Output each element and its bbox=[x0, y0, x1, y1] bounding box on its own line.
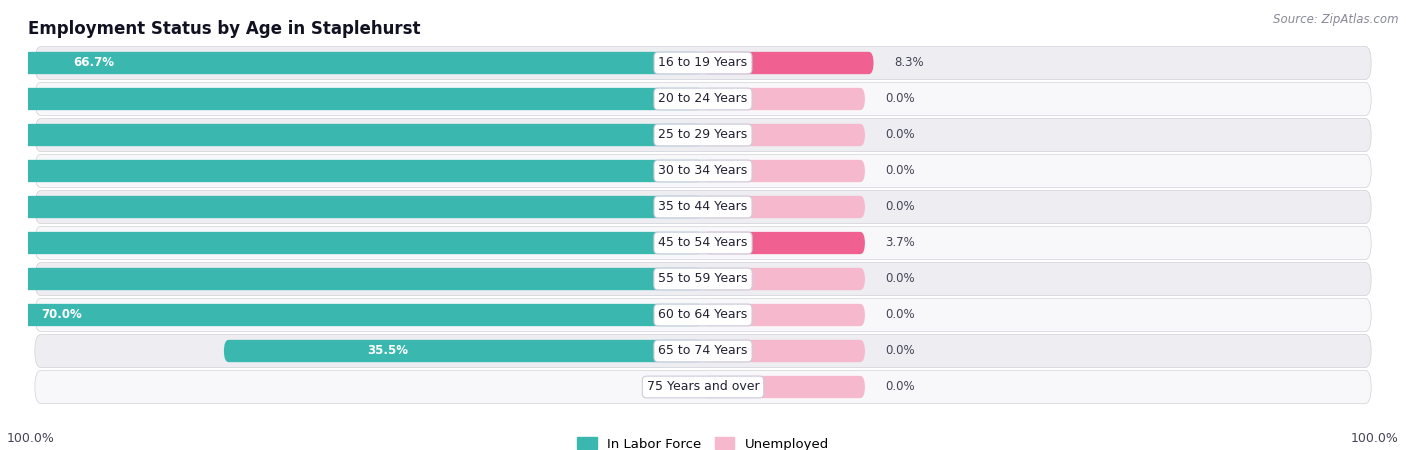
FancyBboxPatch shape bbox=[0, 232, 703, 254]
FancyBboxPatch shape bbox=[35, 82, 1371, 116]
FancyBboxPatch shape bbox=[35, 370, 1371, 404]
Text: 75 Years and over: 75 Years and over bbox=[647, 381, 759, 393]
Text: 0.0%: 0.0% bbox=[886, 165, 915, 177]
FancyBboxPatch shape bbox=[35, 226, 1371, 260]
Text: 16 to 19 Years: 16 to 19 Years bbox=[658, 57, 748, 69]
FancyBboxPatch shape bbox=[35, 298, 1371, 332]
FancyBboxPatch shape bbox=[703, 196, 865, 218]
FancyBboxPatch shape bbox=[0, 124, 703, 146]
Text: 65 to 74 Years: 65 to 74 Years bbox=[658, 345, 748, 357]
Text: 0.0%: 0.0% bbox=[886, 129, 915, 141]
Text: 100.0%: 100.0% bbox=[1351, 432, 1399, 446]
FancyBboxPatch shape bbox=[35, 154, 1371, 188]
Text: 45 to 54 Years: 45 to 54 Years bbox=[658, 237, 748, 249]
FancyBboxPatch shape bbox=[0, 52, 703, 74]
Text: 20 to 24 Years: 20 to 24 Years bbox=[658, 93, 748, 105]
FancyBboxPatch shape bbox=[703, 304, 865, 326]
Text: 0.0%: 0.0% bbox=[886, 273, 915, 285]
Text: 35.5%: 35.5% bbox=[367, 345, 409, 357]
Text: 8.3%: 8.3% bbox=[894, 57, 924, 69]
Text: 0.0%: 0.0% bbox=[886, 201, 915, 213]
Text: 35 to 44 Years: 35 to 44 Years bbox=[658, 201, 748, 213]
FancyBboxPatch shape bbox=[703, 88, 865, 110]
FancyBboxPatch shape bbox=[0, 196, 703, 218]
Text: 30 to 34 Years: 30 to 34 Years bbox=[658, 165, 748, 177]
FancyBboxPatch shape bbox=[35, 262, 1371, 296]
Text: Source: ZipAtlas.com: Source: ZipAtlas.com bbox=[1274, 14, 1399, 27]
Text: 0.0%: 0.0% bbox=[886, 93, 915, 105]
FancyBboxPatch shape bbox=[703, 376, 865, 398]
Text: 70.0%: 70.0% bbox=[42, 309, 83, 321]
Text: 0.0%: 0.0% bbox=[686, 381, 720, 393]
Text: 55 to 59 Years: 55 to 59 Years bbox=[658, 273, 748, 285]
Text: 0.0%: 0.0% bbox=[886, 309, 915, 321]
FancyBboxPatch shape bbox=[703, 52, 873, 74]
FancyBboxPatch shape bbox=[224, 340, 703, 362]
Text: 0.0%: 0.0% bbox=[886, 381, 915, 393]
FancyBboxPatch shape bbox=[35, 46, 1371, 80]
FancyBboxPatch shape bbox=[0, 304, 703, 326]
FancyBboxPatch shape bbox=[703, 268, 865, 290]
FancyBboxPatch shape bbox=[703, 124, 865, 146]
FancyBboxPatch shape bbox=[35, 190, 1371, 224]
FancyBboxPatch shape bbox=[703, 160, 865, 182]
FancyBboxPatch shape bbox=[0, 268, 703, 290]
FancyBboxPatch shape bbox=[703, 340, 865, 362]
FancyBboxPatch shape bbox=[0, 160, 703, 182]
Legend: In Labor Force, Unemployed: In Labor Force, Unemployed bbox=[571, 432, 835, 450]
Text: 66.7%: 66.7% bbox=[73, 57, 114, 69]
Text: 0.0%: 0.0% bbox=[886, 345, 915, 357]
Text: 25 to 29 Years: 25 to 29 Years bbox=[658, 129, 748, 141]
Text: 60 to 64 Years: 60 to 64 Years bbox=[658, 309, 748, 321]
Text: 3.7%: 3.7% bbox=[886, 237, 915, 249]
Text: Employment Status by Age in Staplehurst: Employment Status by Age in Staplehurst bbox=[28, 20, 420, 38]
Text: 100.0%: 100.0% bbox=[7, 432, 55, 446]
FancyBboxPatch shape bbox=[703, 232, 865, 254]
FancyBboxPatch shape bbox=[35, 118, 1371, 152]
FancyBboxPatch shape bbox=[35, 334, 1371, 368]
FancyBboxPatch shape bbox=[0, 88, 703, 110]
